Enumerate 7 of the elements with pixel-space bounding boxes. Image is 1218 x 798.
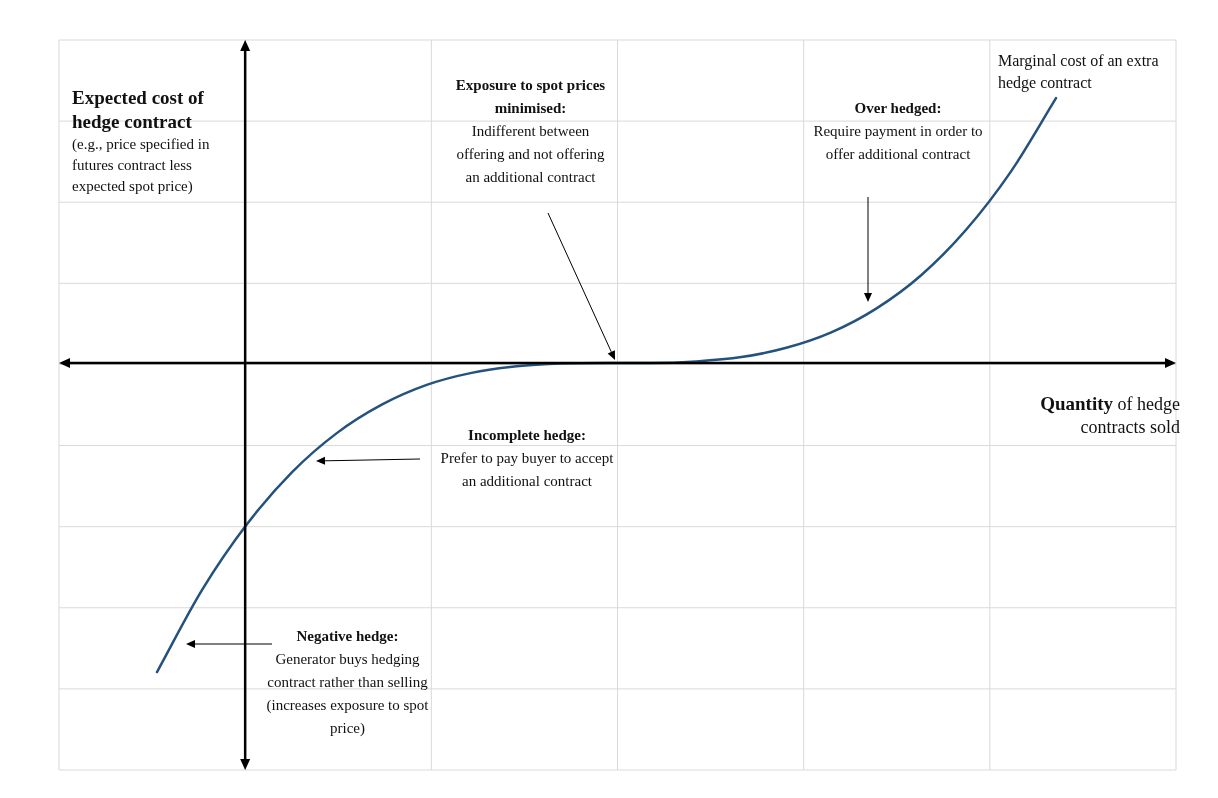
annotation: Incomplete hedge: Prefer to pay buyer to accept an additional contract (439, 426, 615, 491)
annotation: Exposure to spot prices minimised: Indifferent between offering and not offering an additional contract (454, 76, 607, 187)
x-axis-title: Quantity of hedge contracts sold (1039, 392, 1180, 439)
text: Marginal cost of an extra hedge contract (998, 51, 1160, 94)
annotation: Negative hedge: Generator buys hedging contract rather than selling (increases exposure to spot price) (265, 627, 430, 738)
y-axis-title: Expected cost of hedge contract (e.g., price specified in futures contract less expected spot price) (72, 86, 211, 196)
annotation: Over hedged: Require payment in order to offer additional contract (812, 99, 984, 164)
